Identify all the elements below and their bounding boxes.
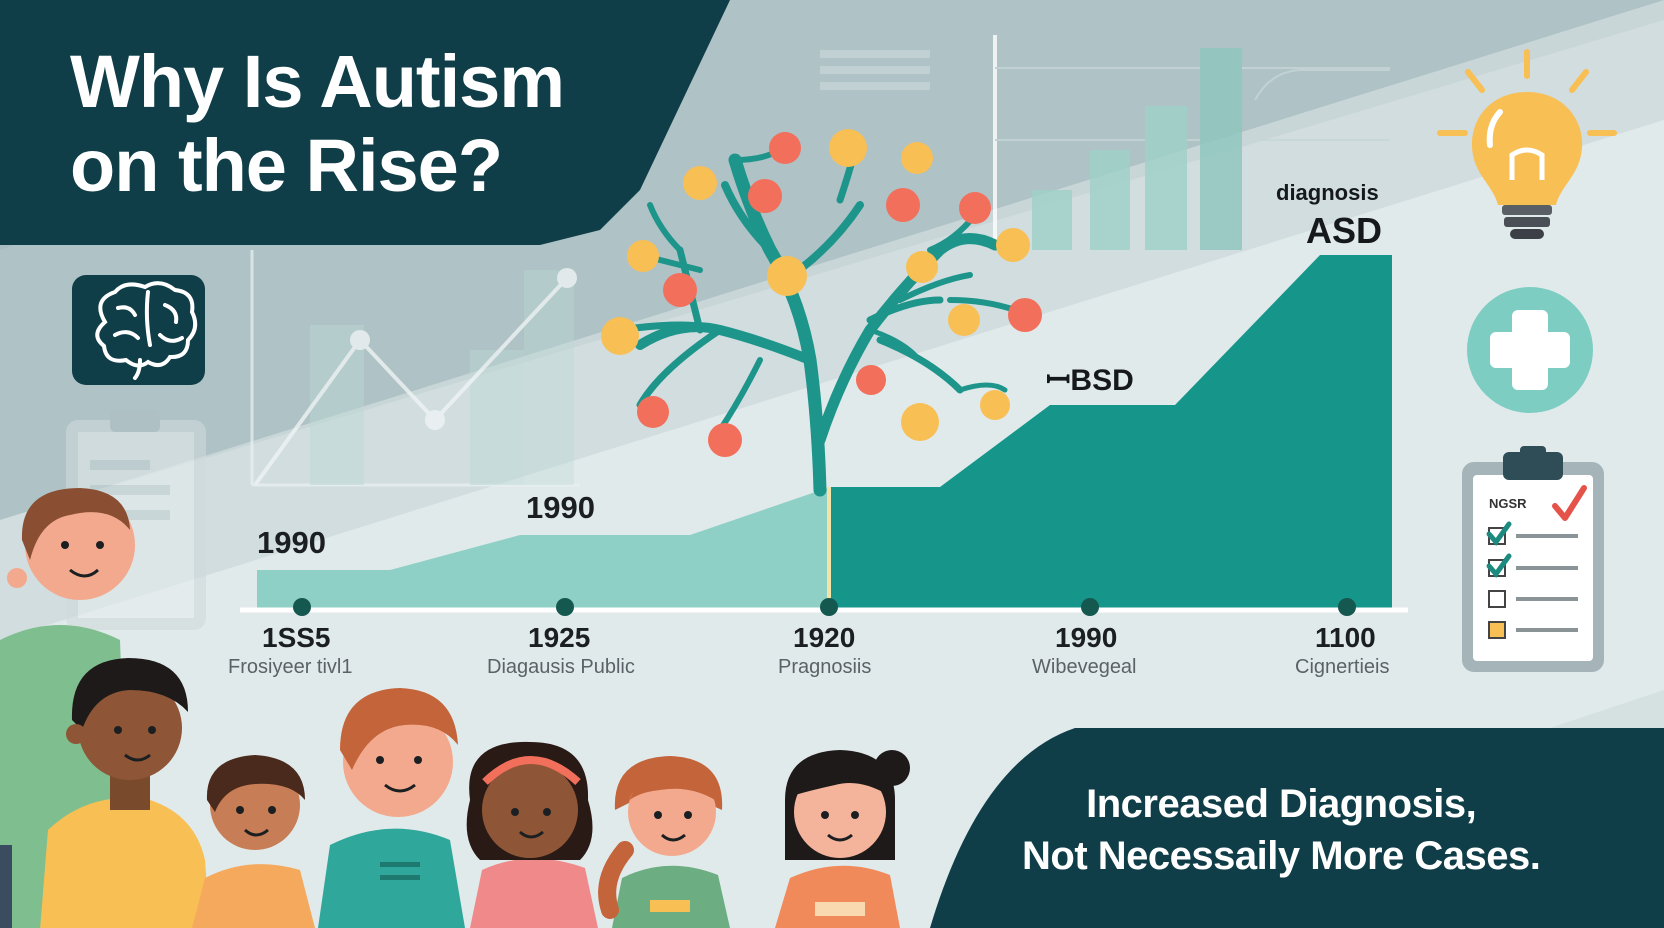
title-line-2: on the Rise? xyxy=(70,124,503,207)
area-recent xyxy=(830,255,1392,608)
timeline-year-5: 1100 xyxy=(1315,622,1376,653)
conclusion-panel xyxy=(930,728,1664,928)
timeline-label-5: Cignertieis xyxy=(1295,656,1390,678)
conclusion-line-2: Not Necessaily More Cases. xyxy=(1022,834,1541,878)
title-line-1: Why Is Autism xyxy=(70,40,565,123)
step-year-middle: 1990 xyxy=(526,490,595,525)
clipboard-checklist-icon xyxy=(1462,446,1604,672)
timeline-year-2: 1925 xyxy=(528,622,591,653)
asd-label: ASD xyxy=(1306,210,1383,251)
timeline-label-1: Frosiyeer tivl1 xyxy=(228,656,353,678)
children-illustration xyxy=(0,488,910,928)
diagnosis-label: diagnosis xyxy=(1276,180,1379,205)
clipboard-label: NGSR xyxy=(1489,496,1527,511)
step-year-left: 1990 xyxy=(257,525,326,560)
timeline-label-3: Pragnosiis xyxy=(778,656,872,678)
bsd-label: ꟷBSD xyxy=(1046,364,1134,397)
area-early xyxy=(257,487,830,608)
lightbulb-icon xyxy=(1437,49,1617,239)
title-panel xyxy=(0,0,730,245)
timeline-year-4: 1990 xyxy=(1055,622,1118,653)
timeline-year-1: 1SS5 xyxy=(262,622,331,653)
timeline-label-4: Wibevegeal xyxy=(1032,656,1137,678)
medical-cross-icon xyxy=(1467,287,1593,413)
background-line-chart xyxy=(250,250,580,487)
background-bar-chart xyxy=(820,35,1390,250)
conclusion-line-1: Increased Diagnosis, xyxy=(1086,782,1477,826)
timeline-year-3: 1920 xyxy=(793,622,856,653)
area-chart xyxy=(240,255,1408,616)
brain-icon xyxy=(72,275,205,385)
page-title: Why Is Autism on the Rise? xyxy=(70,40,565,208)
timeline-label-2: Diagausis Public xyxy=(487,656,635,678)
tree-fruits xyxy=(601,129,1042,457)
conclusion-text: Increased Diagnosis, Not Necessaily More… xyxy=(1022,778,1541,882)
